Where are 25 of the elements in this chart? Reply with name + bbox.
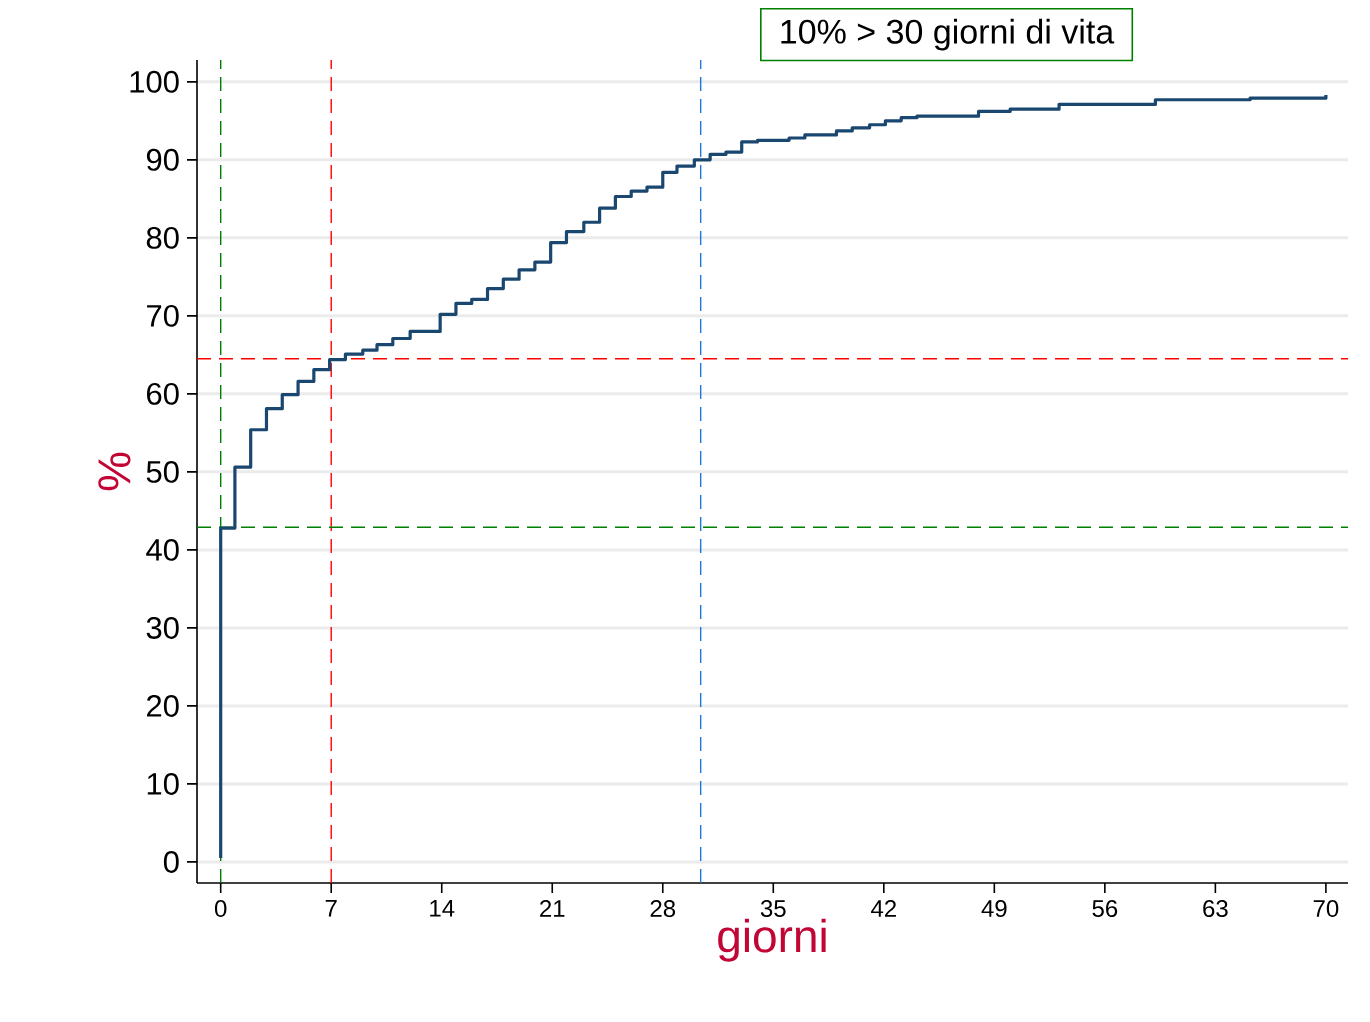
x-tick-label: 0 — [214, 900, 227, 918]
x-tick-label: 14 — [430, 900, 455, 917]
x-tick-label: 49 — [981, 900, 1007, 918]
y-tick-label: 0 — [163, 850, 179, 873]
y-tick-label: 20 — [147, 694, 179, 717]
x-tick-label: 70 — [1313, 900, 1339, 918]
x-tick-label: 63 — [1203, 900, 1228, 918]
y-tick-label: 40 — [146, 538, 179, 561]
y-tick-label: 30 — [146, 616, 179, 639]
y-tick-label: 100 — [130, 70, 179, 93]
x-axis-title: giorni — [718, 918, 826, 962]
x-tick-label: 35 — [760, 900, 786, 918]
y-axis-title: % — [98, 452, 131, 491]
x-tick-label: 56 — [1092, 900, 1118, 918]
x-tick-label: 42 — [871, 900, 896, 917]
y-tick-label: 80 — [146, 226, 179, 249]
x-tick-label: 28 — [650, 900, 676, 918]
y-tick-label: 50 — [146, 460, 179, 483]
x-tick-label: 7 — [325, 900, 337, 917]
y-tick-label: 70 — [147, 304, 179, 327]
y-tick-label: 10 — [147, 772, 179, 795]
y-tick-label: 90 — [146, 148, 179, 171]
x-tick-label: 21 — [540, 900, 565, 917]
y-tick-label: 60 — [147, 382, 179, 405]
text: 10% > 30 giorni di vita — [781, 18, 1115, 51]
